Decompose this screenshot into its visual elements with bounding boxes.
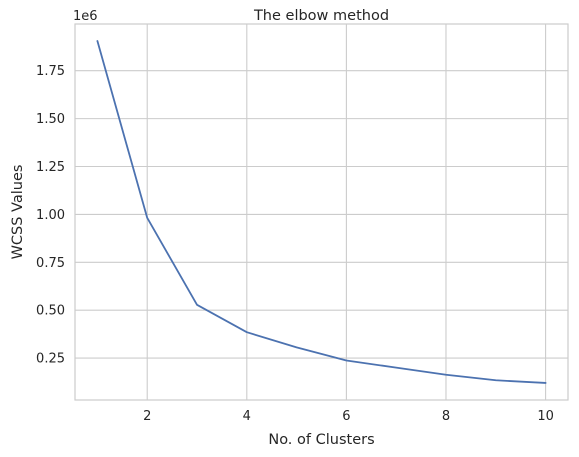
y-tick-label: 1.25 bbox=[36, 160, 65, 175]
x-grid-lines bbox=[146, 24, 547, 400]
y-axis-label: WCSS Values bbox=[10, 165, 26, 260]
y-tick-label: 1.00 bbox=[36, 208, 65, 223]
plot-frame bbox=[74, 23, 569, 401]
y-grid-lines bbox=[75, 70, 568, 359]
y-tick-label: 1.75 bbox=[36, 64, 65, 79]
y-tick-labels: 0.25 0.50 0.75 1.00 1.25 1.50 1.75 bbox=[36, 64, 65, 366]
x-tick-labels: 2 4 6 8 10 bbox=[143, 409, 554, 424]
x-tick-label: 2 bbox=[143, 409, 151, 424]
chart-title: The elbow method bbox=[253, 8, 389, 24]
x-axis-label: No. of Clusters bbox=[268, 432, 374, 448]
x-tick-label: 4 bbox=[243, 409, 251, 424]
y-tick-label: 1.50 bbox=[36, 112, 65, 127]
y-axis-offset-label: 1e6 bbox=[73, 9, 98, 24]
series-line bbox=[96, 40, 547, 384]
y-tick-label: 0.50 bbox=[36, 304, 65, 319]
y-tick-label: 0.25 bbox=[36, 352, 65, 367]
x-tick-label: 8 bbox=[442, 409, 450, 424]
series-group bbox=[96, 40, 547, 384]
x-tick-label: 6 bbox=[342, 409, 350, 424]
y-tick-label: 0.75 bbox=[36, 256, 65, 271]
x-tick-label: 10 bbox=[537, 409, 554, 424]
